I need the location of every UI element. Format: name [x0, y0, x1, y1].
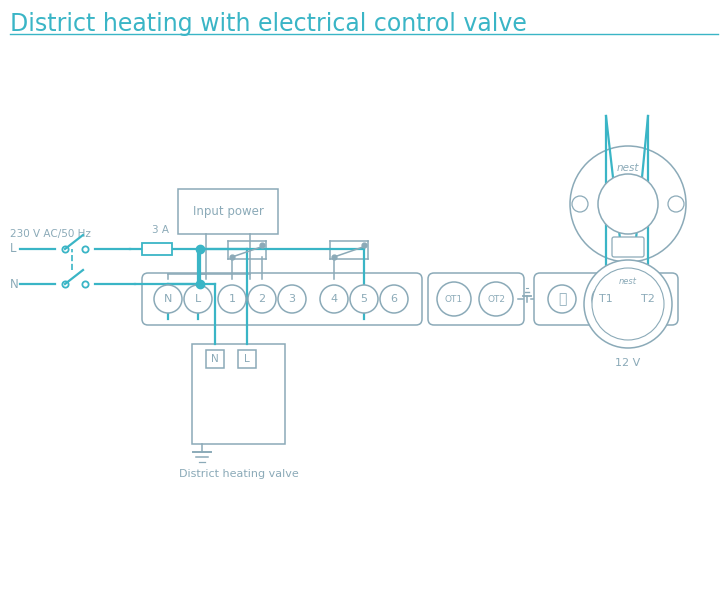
- Circle shape: [350, 285, 378, 313]
- Text: L: L: [195, 294, 201, 304]
- FancyBboxPatch shape: [428, 273, 524, 325]
- Circle shape: [634, 285, 662, 313]
- Circle shape: [154, 285, 182, 313]
- Text: T2: T2: [641, 294, 655, 304]
- Text: N: N: [10, 277, 19, 290]
- FancyBboxPatch shape: [142, 273, 422, 325]
- Circle shape: [570, 146, 686, 262]
- Circle shape: [184, 285, 212, 313]
- Circle shape: [592, 285, 620, 313]
- Circle shape: [380, 285, 408, 313]
- Circle shape: [479, 282, 513, 316]
- Text: 3: 3: [288, 294, 296, 304]
- Text: 3 A: 3 A: [151, 225, 168, 235]
- Circle shape: [278, 285, 306, 313]
- Bar: [206, 350, 224, 368]
- Circle shape: [320, 285, 348, 313]
- Text: L: L: [244, 354, 250, 364]
- Text: nest: nest: [619, 277, 637, 286]
- FancyBboxPatch shape: [612, 237, 644, 257]
- Text: 2: 2: [258, 294, 266, 304]
- Text: 1: 1: [229, 294, 235, 304]
- Text: 5: 5: [360, 294, 368, 304]
- Bar: [192, 344, 285, 444]
- Text: T1: T1: [599, 294, 613, 304]
- Bar: [142, 243, 172, 255]
- Circle shape: [572, 196, 588, 212]
- Text: Input power: Input power: [193, 205, 264, 218]
- Text: OT1: OT1: [445, 295, 463, 304]
- Text: N: N: [211, 354, 219, 364]
- Text: District heating with electrical control valve: District heating with electrical control…: [10, 12, 527, 36]
- Text: District heating valve: District heating valve: [178, 469, 298, 479]
- Text: 4: 4: [331, 294, 338, 304]
- Text: 6: 6: [390, 294, 397, 304]
- Text: N: N: [164, 294, 173, 304]
- Circle shape: [218, 285, 246, 313]
- Text: nest: nest: [617, 163, 639, 173]
- Circle shape: [592, 268, 664, 340]
- Text: L: L: [10, 242, 17, 255]
- Text: ⏚: ⏚: [558, 292, 566, 306]
- Circle shape: [248, 285, 276, 313]
- Circle shape: [668, 196, 684, 212]
- Bar: [238, 350, 256, 368]
- Text: 230 V AC/50 Hz: 230 V AC/50 Hz: [10, 229, 91, 239]
- Circle shape: [437, 282, 471, 316]
- Text: 12 V: 12 V: [615, 358, 641, 368]
- Bar: [178, 189, 278, 234]
- Circle shape: [584, 260, 672, 348]
- FancyBboxPatch shape: [534, 273, 678, 325]
- Circle shape: [598, 174, 658, 234]
- Circle shape: [548, 285, 576, 313]
- Text: OT2: OT2: [487, 295, 505, 304]
